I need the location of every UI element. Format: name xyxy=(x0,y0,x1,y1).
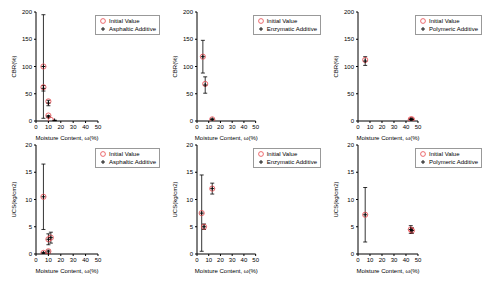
html-text:Polymeric Additive: Polymeric Additive xyxy=(429,159,478,165)
svg-text:Moisture Content, ω(%): Moisture Content, ω(%) xyxy=(35,268,98,274)
svg-text:50: 50 xyxy=(252,257,259,263)
svg-text:15: 15 xyxy=(25,169,32,175)
svg-text:40: 40 xyxy=(241,124,248,130)
svg-text:0: 0 xyxy=(356,257,360,263)
svg-text:30: 30 xyxy=(70,257,77,263)
svg-text:20: 20 xyxy=(379,257,386,263)
svg-text:Moisture Content, ω(%): Moisture Content, ω(%) xyxy=(35,135,98,141)
svg-text:30: 30 xyxy=(229,124,236,130)
svg-text:50: 50 xyxy=(252,124,259,130)
svg-text:5: 5 xyxy=(29,224,33,230)
svg-text:50: 50 xyxy=(95,257,102,263)
svg-text:50: 50 xyxy=(25,91,32,97)
html-text:Initial Value: Initial Value xyxy=(266,151,298,157)
html-text:Initial Value: Initial Value xyxy=(266,18,298,24)
svg-text:5: 5 xyxy=(190,224,194,230)
html-text:Asphaltic Additive: Asphaltic Additive xyxy=(109,159,156,165)
svg-text:40: 40 xyxy=(241,257,248,263)
svg-text:20: 20 xyxy=(57,257,64,263)
svg-text:10: 10 xyxy=(205,257,212,263)
svg-text:200: 200 xyxy=(344,9,355,15)
svg-text:30: 30 xyxy=(391,257,398,263)
svg-text:0: 0 xyxy=(190,118,194,124)
svg-text:20: 20 xyxy=(347,142,354,148)
svg-text:10: 10 xyxy=(45,257,52,263)
svg-text:0: 0 xyxy=(356,124,360,130)
svg-text:50: 50 xyxy=(95,124,102,130)
html-text:Enzymatic Additive: Enzymatic Additive xyxy=(266,159,317,165)
svg-text:40: 40 xyxy=(403,257,410,263)
svg-text:0: 0 xyxy=(190,251,194,257)
svg-text:CBR(%): CBR(%) xyxy=(11,55,17,77)
svg-text:20: 20 xyxy=(186,142,193,148)
svg-text:Moisture Content, ω(%): Moisture Content, ω(%) xyxy=(356,268,419,274)
svg-text:20: 20 xyxy=(25,142,32,148)
svg-text:10: 10 xyxy=(45,124,52,130)
svg-text:0: 0 xyxy=(29,118,33,124)
svg-text:CBR(%): CBR(%) xyxy=(333,55,339,77)
svg-text:200: 200 xyxy=(22,9,33,15)
svg-text:20: 20 xyxy=(379,124,386,130)
svg-text:20: 20 xyxy=(217,124,224,130)
svg-text:40: 40 xyxy=(82,124,89,130)
svg-text:Moisture Content, ω(%): Moisture Content, ω(%) xyxy=(195,135,258,141)
svg-text:30: 30 xyxy=(229,257,236,263)
svg-text:50: 50 xyxy=(415,257,422,263)
svg-text:150: 150 xyxy=(344,36,355,42)
svg-text:50: 50 xyxy=(415,124,422,130)
svg-text:20: 20 xyxy=(57,124,64,130)
svg-text:30: 30 xyxy=(391,124,398,130)
svg-text:50: 50 xyxy=(347,91,354,97)
svg-text:UCS(kg/cm2): UCS(kg/cm2) xyxy=(333,181,339,217)
svg-text:5: 5 xyxy=(351,224,355,230)
svg-text:0: 0 xyxy=(351,118,355,124)
svg-text:10: 10 xyxy=(25,197,32,203)
svg-text:10: 10 xyxy=(347,197,354,203)
svg-text:Moisture Content, ω(%): Moisture Content, ω(%) xyxy=(195,268,258,274)
svg-text:CBR(%): CBR(%) xyxy=(172,55,178,77)
svg-text:15: 15 xyxy=(347,169,354,175)
html-text:Asphaltic Additive: Asphaltic Additive xyxy=(109,26,156,32)
svg-text:0: 0 xyxy=(351,251,355,257)
html-text:Enzymatic Additive: Enzymatic Additive xyxy=(266,26,317,32)
svg-text:UCS(kg/cm2): UCS(kg/cm2) xyxy=(172,181,178,217)
html-text:Initial Value: Initial Value xyxy=(109,151,140,157)
html-text:Initial Value: Initial Value xyxy=(429,18,460,24)
svg-text:UCS(kg/cm2): UCS(kg/cm2) xyxy=(11,181,17,217)
html-text:Initial Value: Initial Value xyxy=(429,151,460,157)
svg-text:10: 10 xyxy=(367,124,374,130)
svg-text:150: 150 xyxy=(183,36,194,42)
svg-text:0: 0 xyxy=(195,124,199,130)
svg-text:150: 150 xyxy=(22,36,33,42)
svg-text:200: 200 xyxy=(183,9,194,15)
html-text:Initial Value: Initial Value xyxy=(109,18,140,24)
svg-text:40: 40 xyxy=(403,124,410,130)
svg-text:50: 50 xyxy=(186,91,193,97)
svg-text:40: 40 xyxy=(82,257,89,263)
svg-text:20: 20 xyxy=(217,257,224,263)
svg-text:10: 10 xyxy=(186,197,193,203)
svg-text:Moisture Content, ω(%): Moisture Content, ω(%) xyxy=(356,135,419,141)
svg-text:0: 0 xyxy=(29,251,33,257)
svg-text:0: 0 xyxy=(34,257,38,263)
svg-text:10: 10 xyxy=(367,257,374,263)
svg-text:0: 0 xyxy=(195,257,199,263)
svg-text:10: 10 xyxy=(205,124,212,130)
svg-text:100: 100 xyxy=(183,64,194,70)
svg-text:15: 15 xyxy=(186,169,193,175)
html-text:Polymeric Additive: Polymeric Additive xyxy=(429,26,478,32)
svg-text:30: 30 xyxy=(70,124,77,130)
svg-text:100: 100 xyxy=(344,64,355,70)
svg-text:0: 0 xyxy=(34,124,38,130)
svg-text:100: 100 xyxy=(22,64,33,70)
